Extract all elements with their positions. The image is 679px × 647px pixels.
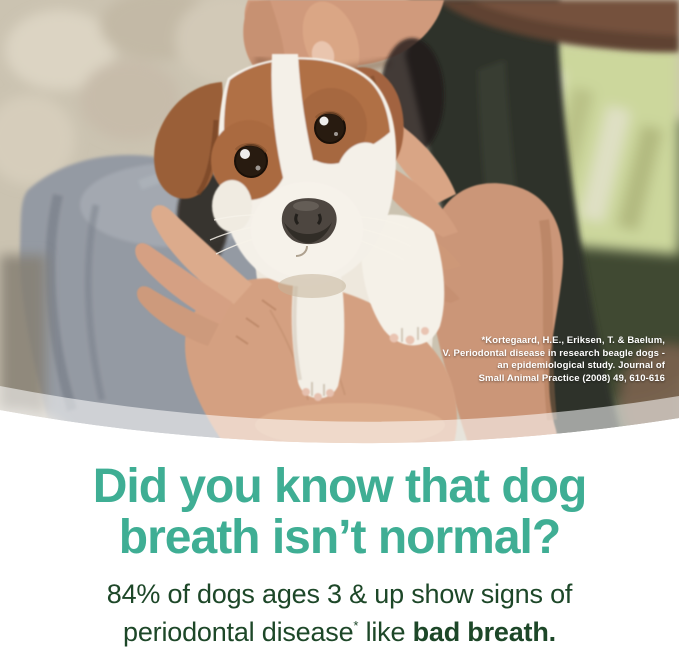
citation-text: *Kortegaard, H.E., Eriksen, T. & Baelum,… xyxy=(375,335,665,385)
subheadline: 84% of dogs ages 3 & up show signs of pe… xyxy=(0,579,679,647)
hero-photo: *Kortegaard, H.E., Eriksen, T. & Baelum,… xyxy=(0,0,679,450)
headline: Did you know that dog breath isn’t norma… xyxy=(0,461,679,563)
subheadline-line-2-text: periodontal disease xyxy=(123,617,354,647)
puppy xyxy=(154,54,445,401)
puppy-whiskers xyxy=(209,214,411,261)
citation-line: an epidemiological study. Journal of xyxy=(497,360,665,371)
citation-line: *Kortegaard, H.E., Eriksen, T. & Baelum, xyxy=(481,335,665,346)
footnote-asterisk: * xyxy=(353,618,359,633)
puppy-head xyxy=(211,54,397,287)
headline-line-2: breath isn’t normal? xyxy=(118,511,561,564)
citation-line: V. Periodontal disease in research beagl… xyxy=(442,347,665,359)
photo-bottom-curve xyxy=(0,386,679,450)
subheadline-line-2: periodontal disease* like bad breath. xyxy=(0,610,679,647)
subheadline-line-2-mid: like xyxy=(358,617,413,647)
arm-top-right xyxy=(438,0,679,53)
citation-line: Small Animal Practice (2008) 49, 610-616 xyxy=(478,372,665,384)
puppy-photo-illustration xyxy=(0,0,679,450)
subheadline-line-1: 84% of dogs ages 3 & up show signs of xyxy=(106,579,573,609)
puppy-nose xyxy=(278,198,346,298)
headline-line-1: Did you know that dog xyxy=(92,460,588,513)
subheadline-bold: bad breath. xyxy=(412,617,557,647)
puppy-eyes xyxy=(234,110,346,178)
